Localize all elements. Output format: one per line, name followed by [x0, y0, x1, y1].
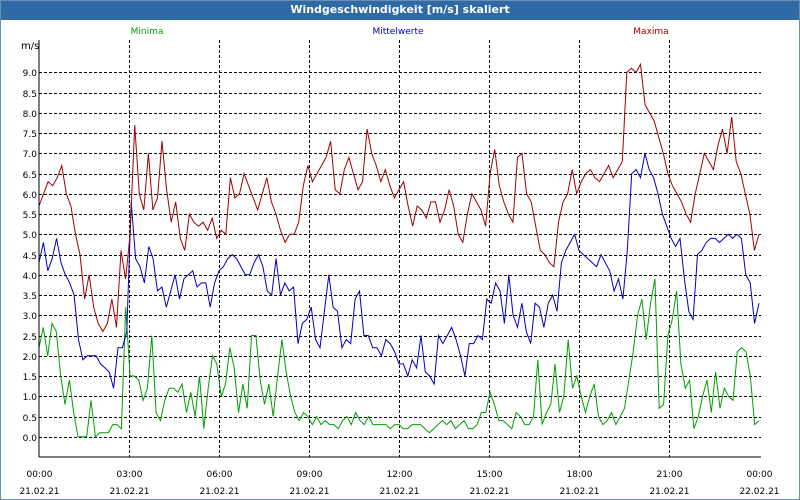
y-tick-label: 2.0 — [23, 353, 38, 363]
y-tick-label: 4.5 — [23, 252, 37, 262]
legend-mean: Mittelwerte — [372, 27, 423, 37]
y-tick-label: 0.0 — [23, 434, 38, 444]
x-tick-time: 09:00 — [297, 470, 323, 480]
y-tick-label: 3.5 — [23, 292, 37, 302]
x-tick-time: 03:00 — [117, 470, 143, 480]
series-lines — [38, 62, 760, 438]
x-tick-time: 00:00 — [27, 470, 53, 480]
x-tick-date: 21.02.21 — [199, 487, 239, 497]
x-tick-time: 00:00 — [747, 470, 773, 480]
series-line-min — [38, 278, 760, 438]
y-tick-label: 5.5 — [23, 211, 37, 221]
x-tick-date: 21.02.21 — [649, 487, 689, 497]
x-tick-date: 21.02.21 — [379, 487, 419, 497]
gridlines — [39, 40, 761, 457]
y-tick-label: 4.0 — [23, 272, 38, 282]
x-tick-date: 21.02.21 — [469, 487, 509, 497]
title-bar: Windgeschwindigkeit [m/s] skaliert — [1, 1, 799, 20]
y-axis-labels: 0.0 0.5 1.0 1.5 2.0 2.5 3.0 3.5 4.0 4.5 5.0 5.5 6.0 6… — [23, 69, 38, 444]
y-tick-label: 5.0 — [23, 231, 38, 241]
y-tick-label: 3.0 — [23, 312, 38, 322]
y-tick-label: 2.5 — [23, 333, 37, 343]
x-axis-labels: 00:00 21.02.21 03:00 21.02.21 06:00 21.02.21 0… — [19, 470, 779, 497]
y-tick-label: 1.5 — [23, 373, 37, 383]
x-tick-date: 21.02.21 — [109, 487, 149, 497]
series-line-mean — [38, 153, 760, 389]
legend-min: Minima — [131, 27, 164, 37]
y-tick-label: 8.5 — [23, 90, 37, 100]
x-tick-date: 21.02.21 — [289, 487, 329, 497]
x-tick-date: 22.02.21 — [739, 487, 779, 497]
y-tick-label: 7.5 — [23, 130, 37, 140]
series-line-max — [38, 62, 760, 333]
y-tick-label: 8.0 — [23, 110, 38, 120]
x-tick-time: 06:00 — [207, 470, 233, 480]
x-tick-time: 21:00 — [657, 470, 683, 480]
x-tick-time: 15:00 — [477, 470, 503, 480]
y-tick-label: 9.0 — [23, 69, 38, 79]
legend: Minima Mittelwerte Maxima — [131, 27, 669, 37]
y-tick-label: 6.5 — [23, 171, 37, 181]
window-title: Windgeschwindigkeit [m/s] skaliert — [290, 3, 510, 16]
y-tick-label: 0.5 — [23, 414, 37, 424]
y-tick-label: 7.0 — [23, 150, 38, 160]
legend-max: Maxima — [633, 27, 668, 37]
x-tick-date: 21.02.21 — [559, 487, 599, 497]
y-axis-unit: m/s — [21, 41, 39, 52]
wind-speed-chart: 0.0 0.5 1.0 1.5 2.0 2.5 3.0 3.5 4.0 4.5 5.0 5.5 6.0 6… — [19, 27, 779, 497]
x-tick-date: 21.02.21 — [19, 487, 59, 497]
x-tick-time: 12:00 — [387, 470, 413, 480]
y-tick-label: 6.0 — [23, 191, 38, 201]
x-tick-time: 18:00 — [567, 470, 593, 480]
y-tick-label: 1.0 — [23, 393, 38, 403]
